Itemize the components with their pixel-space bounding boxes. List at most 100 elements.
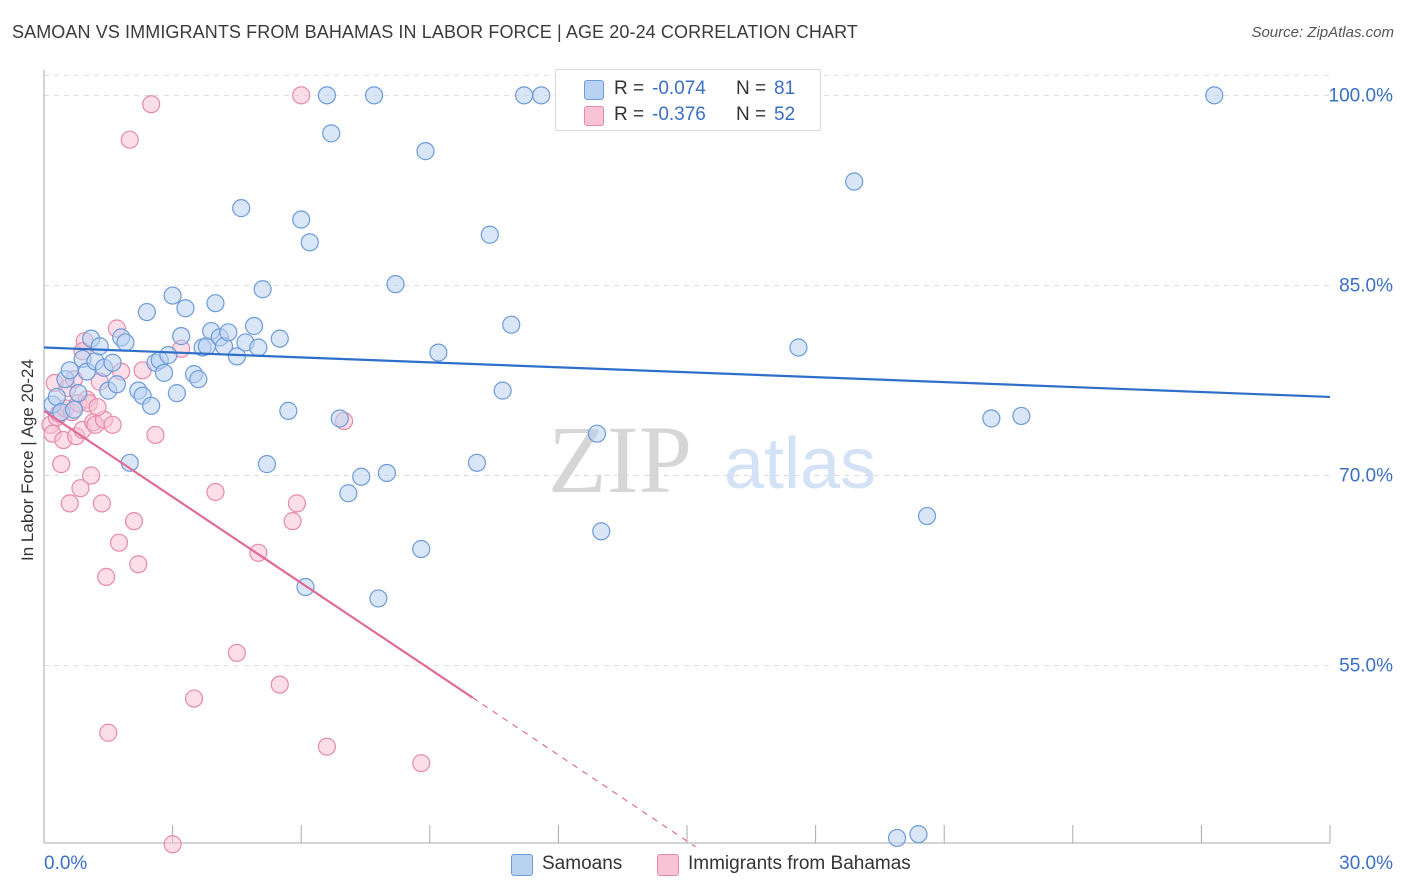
- samoan-point: [917, 506, 937, 526]
- bottom-legend-swatch-blue: [511, 854, 533, 876]
- bahamas-point: [99, 723, 118, 742]
- bahamas-trend-extension: [472, 697, 696, 848]
- legend-row-bahamas: R = -0.376 N = 52: [556, 102, 820, 128]
- bahamas-point: [227, 643, 246, 663]
- watermark-zip: ZIP: [548, 406, 692, 513]
- samoan-point: [515, 86, 534, 105]
- y-tick-label: 85.0%: [1339, 275, 1393, 296]
- bahamas-point: [287, 494, 307, 513]
- y-tick-label: 100.0%: [1329, 85, 1394, 106]
- legend-n-label: N =: [736, 78, 767, 99]
- samoan-point: [412, 539, 431, 559]
- samoan-point: [330, 409, 349, 428]
- samoan-point: [493, 381, 512, 400]
- samoan-point: [137, 302, 156, 322]
- source-label: Source: ZipAtlas.com: [1251, 24, 1394, 41]
- samoan-point: [429, 343, 448, 362]
- bahamas-point: [317, 737, 337, 756]
- samoan-point: [227, 347, 246, 366]
- bahamas-point: [163, 835, 182, 854]
- bahamas-point: [52, 455, 71, 474]
- tick-labels: 100.0% 85.0% 70.0% 55.0% 0.0% 30.0%: [44, 85, 1393, 874]
- samoan-point: [176, 299, 195, 318]
- bahamas-point: [412, 754, 431, 773]
- samoan-point: [167, 384, 186, 403]
- samoan-point: [103, 353, 122, 372]
- samoan-point: [789, 338, 808, 357]
- samoan-point: [107, 375, 126, 394]
- samoan-point: [253, 280, 272, 299]
- watermark: ZIP atlas: [548, 406, 876, 513]
- samoan-point: [1012, 406, 1031, 426]
- samoan-point: [292, 210, 311, 229]
- bahamas-point: [82, 466, 101, 485]
- samoan-point: [189, 370, 208, 389]
- samoan-point: [116, 333, 135, 352]
- bahamas-point: [129, 555, 148, 574]
- bahamas-point: [206, 482, 225, 502]
- samoan-point: [219, 323, 238, 342]
- y-tick-label: 55.0%: [1339, 656, 1393, 677]
- samoan-point: [206, 294, 225, 313]
- chart-title: SAMOAN VS IMMIGRANTS FROM BAHAMAS IN LAB…: [12, 22, 858, 42]
- trend-lines: [43, 346, 1331, 848]
- legend-r-label: R =: [614, 104, 645, 125]
- legend-row-samoans: R = -0.074 N = 81: [556, 76, 820, 102]
- bottom-legend-label: Samoans: [542, 853, 623, 874]
- bahamas-point: [120, 130, 139, 149]
- bahamas-point: [109, 533, 129, 552]
- legend-r-label: R =: [614, 78, 645, 99]
- bahamas-point: [283, 512, 302, 531]
- samoan-point: [249, 338, 268, 357]
- x-tick-label: 30.0%: [1339, 853, 1393, 874]
- samoan-points: [43, 86, 1224, 848]
- samoan-point: [532, 86, 551, 105]
- samoan-point: [467, 453, 487, 472]
- bahamas-trend-line: [43, 409, 474, 699]
- samoan-point: [352, 467, 371, 486]
- samoan-point: [159, 346, 178, 365]
- samoan-point: [47, 387, 66, 407]
- legend-swatch-blue: [584, 80, 604, 100]
- y-tick-label: 70.0%: [1339, 466, 1393, 487]
- bahamas-point: [92, 494, 111, 513]
- bahamas-point: [146, 425, 165, 445]
- samoan-point: [416, 142, 435, 161]
- samoan-point: [364, 86, 384, 105]
- legend-n-value: 52: [774, 104, 796, 125]
- samoan-point: [845, 172, 864, 191]
- bahamas-point: [88, 397, 107, 417]
- legend-n-value: 81: [774, 78, 796, 99]
- samoan-point: [232, 199, 251, 218]
- bahamas-point: [142, 95, 161, 114]
- samoan-point: [592, 522, 611, 541]
- samoan-point: [142, 396, 161, 415]
- samoan-point: [172, 327, 191, 346]
- bahamas-point: [103, 415, 122, 434]
- bahamas-point: [60, 494, 79, 513]
- legend-swatch-pink: [584, 106, 604, 126]
- grid-lines: [44, 74, 1330, 667]
- bottom-legend-label: Immigrants from Bahamas: [688, 853, 911, 874]
- bottom-legend-swatch-pink: [657, 854, 679, 876]
- samoan-point: [502, 315, 521, 334]
- samoan-point: [377, 463, 397, 483]
- samoan-point: [257, 455, 277, 474]
- samoan-point: [887, 828, 907, 848]
- samoan-point: [317, 86, 337, 105]
- axes: [43, 70, 1331, 844]
- samoan-trend-line: [43, 346, 1331, 399]
- legend-n-label: N =: [736, 104, 767, 125]
- watermark-atlas: atlas: [724, 424, 876, 504]
- samoan-point: [1205, 86, 1224, 105]
- samoan-point: [587, 424, 607, 443]
- samoan-point: [154, 363, 174, 382]
- samoan-point: [64, 400, 84, 419]
- bahamas-point: [71, 479, 90, 498]
- samoan-point: [163, 286, 182, 305]
- legend-r-value: -0.376: [652, 104, 706, 125]
- samoan-point: [480, 225, 499, 244]
- samoan-point: [982, 409, 1001, 428]
- bahamas-point: [124, 512, 144, 531]
